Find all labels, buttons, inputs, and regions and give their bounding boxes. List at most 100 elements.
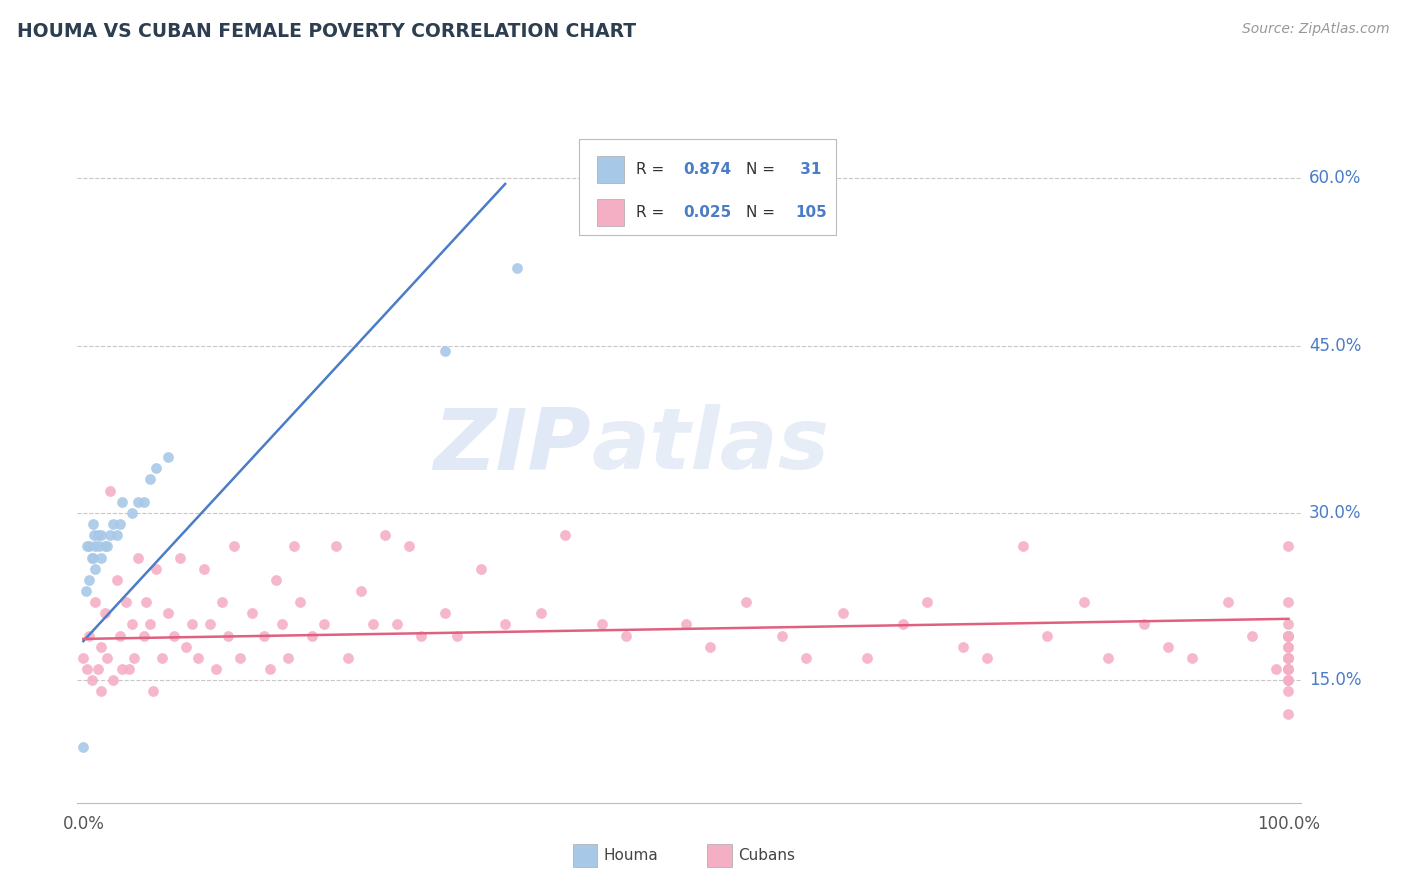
Point (976, 651, 998, 665)
Point (1277, 628, 1299, 642)
Point (132, 494, 155, 508)
Point (1277, 662, 1299, 676)
Text: N =: N = (747, 205, 780, 219)
Point (277, 651, 299, 665)
Point (84, 562, 107, 576)
Point (82, 517, 104, 532)
Point (80, 673, 103, 687)
Point (699, 640, 721, 654)
FancyBboxPatch shape (598, 199, 624, 226)
Point (1277, 684, 1299, 698)
Point (770, 628, 793, 642)
Point (1073, 595, 1095, 609)
FancyBboxPatch shape (579, 139, 835, 235)
Point (253, 628, 276, 642)
Point (1277, 662, 1299, 676)
Point (80, 550, 103, 565)
Point (79, 628, 101, 642)
Text: R =: R = (637, 205, 669, 219)
Point (1277, 595, 1299, 609)
Point (1277, 617, 1299, 632)
Point (79, 539, 101, 553)
Point (94, 539, 117, 553)
Point (96, 539, 118, 553)
Point (121, 617, 143, 632)
Point (301, 628, 323, 642)
Point (374, 528, 396, 542)
Point (90, 640, 112, 654)
Point (174, 640, 197, 654)
Point (96, 651, 118, 665)
Point (105, 528, 128, 542)
Text: HOUMA VS CUBAN FEMALE POVERTY CORRELATION CHART: HOUMA VS CUBAN FEMALE POVERTY CORRELATIO… (17, 22, 636, 41)
Text: Cubans: Cubans (738, 848, 794, 863)
Point (121, 506, 143, 520)
Point (494, 617, 516, 632)
Point (433, 607, 456, 621)
Point (138, 617, 160, 632)
Point (1133, 617, 1156, 632)
FancyBboxPatch shape (598, 156, 624, 183)
Point (108, 628, 131, 642)
Point (409, 628, 432, 642)
Point (735, 595, 758, 609)
Text: 45.0%: 45.0% (1309, 336, 1361, 355)
Point (108, 517, 131, 532)
Point (314, 617, 336, 632)
Point (578, 194, 600, 208)
Point (1277, 651, 1299, 665)
Point (84, 539, 107, 553)
Point (72, 740, 94, 755)
Point (1097, 651, 1119, 665)
Point (103, 517, 125, 532)
Point (156, 607, 179, 621)
Point (796, 651, 818, 665)
Point (122, 651, 145, 665)
Point (385, 617, 408, 632)
Point (554, 528, 576, 542)
Point (198, 617, 221, 632)
Point (1277, 651, 1299, 665)
Text: ZIP: ZIP (433, 404, 591, 488)
Point (591, 617, 613, 632)
Point (87, 539, 110, 553)
Point (132, 628, 155, 642)
Text: 15.0%: 15.0% (1309, 671, 1361, 690)
Point (271, 617, 294, 632)
Text: atlas: atlas (591, 404, 830, 488)
Point (506, 260, 529, 275)
Text: 31: 31 (796, 162, 821, 177)
Point (1277, 673, 1299, 687)
Point (118, 662, 141, 676)
Text: 105: 105 (796, 205, 827, 219)
Text: Source: ZipAtlas.com: Source: ZipAtlas.com (1241, 22, 1389, 37)
Point (952, 640, 974, 654)
Point (446, 628, 468, 642)
Point (217, 628, 239, 642)
Point (1181, 651, 1204, 665)
Point (1277, 706, 1299, 721)
Point (1277, 640, 1299, 654)
Point (361, 617, 384, 632)
Point (1277, 628, 1299, 642)
Point (138, 472, 160, 486)
Point (205, 662, 228, 676)
Point (98, 528, 121, 542)
Point (127, 494, 149, 508)
Point (105, 573, 128, 587)
Text: 60.0%: 60.0% (1309, 169, 1361, 187)
Point (222, 539, 245, 553)
Point (915, 595, 938, 609)
Point (83, 528, 105, 542)
Point (79, 573, 101, 587)
Point (76, 539, 98, 553)
Point (675, 617, 697, 632)
Point (72, 651, 94, 665)
Point (470, 562, 492, 576)
FancyBboxPatch shape (572, 844, 598, 867)
Point (142, 684, 165, 698)
Point (111, 662, 134, 676)
Point (1277, 673, 1299, 687)
Point (337, 651, 360, 665)
Point (76, 662, 98, 676)
